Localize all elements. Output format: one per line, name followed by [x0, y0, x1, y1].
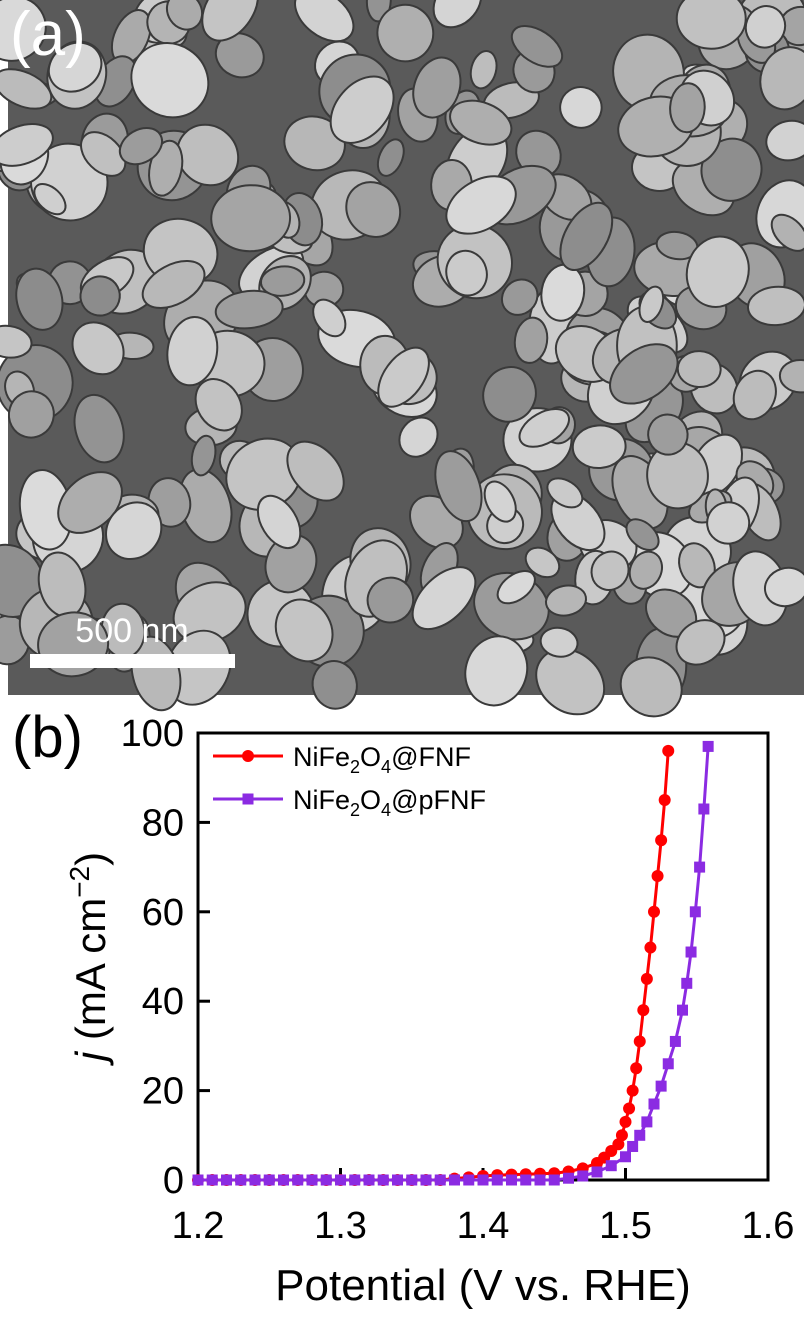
data-point: [520, 1175, 531, 1186]
data-point: [627, 1085, 639, 1097]
figure: (a) 500 nm (b) 1.2 1.3 1.4 1.5 1.6 0 20 40 60 80 1…: [0, 0, 804, 1325]
y-tick-label: 0: [163, 1160, 184, 1202]
series-line: [198, 751, 668, 1180]
scale-bar: [30, 654, 235, 668]
x-axis-title: Potential (V vs. RHE): [275, 1261, 691, 1310]
data-point: [634, 1130, 645, 1141]
data-point: [644, 942, 656, 954]
legend-label: NiFe2O4@pFNF: [293, 785, 486, 820]
legend-marker: [243, 794, 254, 805]
data-point: [378, 1175, 389, 1186]
data-point: [656, 1081, 667, 1092]
data-point: [649, 1099, 660, 1110]
panel-label: (b): [12, 705, 83, 770]
legend-marker: [242, 750, 254, 762]
data-point: [641, 1116, 652, 1127]
data-point: [686, 947, 697, 958]
data-point: [349, 1175, 360, 1186]
data-point: [492, 1175, 503, 1186]
y-tick-label: 20: [142, 1071, 184, 1113]
data-point: [577, 1170, 588, 1181]
data-point: [592, 1166, 603, 1177]
y-tick-label: 60: [142, 892, 184, 934]
data-point: [421, 1175, 432, 1186]
data-point: [662, 745, 674, 757]
data-point: [335, 1175, 346, 1186]
x-tick-label: 1.2: [172, 1205, 225, 1247]
data-point: [449, 1175, 460, 1186]
data-point: [250, 1175, 261, 1186]
data-point: [392, 1175, 403, 1186]
data-point: [264, 1175, 275, 1186]
data-point: [698, 803, 709, 814]
data-point: [435, 1175, 446, 1186]
y-axis-title: j (mA cm−2): [64, 852, 114, 1066]
data-point: [677, 1005, 688, 1016]
data-point: [478, 1175, 489, 1186]
data-point: [694, 862, 705, 873]
data-point: [641, 973, 653, 985]
scale-bar-label: 500 nm: [75, 612, 188, 650]
data-point: [690, 906, 701, 917]
data-point: [606, 1160, 617, 1171]
data-point: [652, 870, 664, 882]
data-point: [663, 1058, 674, 1069]
data-point: [364, 1175, 375, 1186]
y-tick-label: 80: [142, 802, 184, 844]
x-tick-label: 1.5: [599, 1205, 652, 1247]
data-point: [278, 1175, 289, 1186]
data-point: [235, 1175, 246, 1186]
data-point: [506, 1175, 517, 1186]
data-point: [321, 1175, 332, 1186]
y-tick-label: 100: [121, 713, 184, 755]
data-point: [616, 1129, 628, 1141]
data-point: [634, 1035, 646, 1047]
data-point: [549, 1175, 560, 1186]
data-point: [703, 741, 714, 752]
data-point: [670, 1036, 681, 1047]
data-point: [463, 1175, 474, 1186]
x-tick-label: 1.4: [457, 1205, 510, 1247]
data-point: [563, 1173, 574, 1184]
data-point: [535, 1175, 546, 1186]
y-tick-label: 40: [142, 981, 184, 1023]
data-point: [655, 834, 667, 846]
data-point: [620, 1151, 631, 1162]
data-point: [207, 1175, 218, 1186]
data-point: [659, 794, 671, 806]
legend-label: NiFe2O4@FNF: [293, 742, 471, 777]
particle: [677, 350, 722, 388]
data-point: [648, 906, 660, 918]
data-point: [193, 1175, 204, 1186]
data-point: [620, 1116, 632, 1128]
data-point: [623, 1102, 635, 1114]
panel-label: (a): [10, 0, 86, 69]
data-point: [627, 1141, 638, 1152]
data-point: [637, 1004, 649, 1016]
data-point: [630, 1062, 642, 1074]
data-point: [406, 1175, 417, 1186]
data-point: [221, 1175, 232, 1186]
data-point: [292, 1175, 303, 1186]
data-point: [681, 978, 692, 989]
x-tick-label: 1.6: [742, 1205, 795, 1247]
data-point: [307, 1175, 318, 1186]
x-tick-label: 1.3: [314, 1205, 367, 1247]
